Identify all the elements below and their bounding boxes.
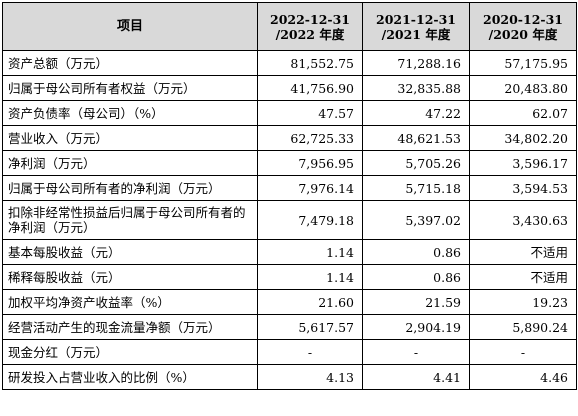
row-label: 归属于母公司所有者权益（万元） <box>2 75 258 101</box>
cell-2021: 32,835.88 <box>362 75 470 101</box>
row-label: 经营活动产生的现金流量净额（万元） <box>2 314 258 340</box>
row-label: 基本每股收益（元） <box>2 239 258 265</box>
table-row: 资产总额（万元） 81,552.75 71,288.16 57,175.95 <box>2 50 577 76</box>
table-row: 净利润（万元） 7,956.95 5,705.26 3,596.17 <box>2 150 577 176</box>
table-header-row: 项目 2022-12-31 /2022 年度 2021-12-31 /2021 … <box>2 2 577 51</box>
cell-2022: 7,479.18 <box>257 200 363 240</box>
cell-2020: 62.07 <box>469 100 577 126</box>
cell-2020: 3,594.53 <box>469 175 577 201</box>
header-col-2022: 2022-12-31 /2022 年度 <box>257 2 363 51</box>
table-row: 加权平均净资产收益率（%） 21.60 21.59 19.23 <box>2 289 577 315</box>
cell-2022: 4.13 <box>257 364 363 390</box>
cell-2022: - <box>257 339 363 365</box>
cell-2020: 57,175.95 <box>469 50 577 76</box>
cell-2021: 5,705.26 <box>362 150 470 176</box>
cell-2022: 81,552.75 <box>257 50 363 76</box>
cell-2022: 41,756.90 <box>257 75 363 101</box>
cell-2021: 5,397.02 <box>362 200 470 240</box>
row-label: 归属于母公司所有者的净利润（万元） <box>2 175 258 201</box>
table-row: 归属于母公司所有者的净利润（万元） 7,976.14 5,715.18 3,59… <box>2 175 577 201</box>
cell-2022: 62,725.33 <box>257 125 363 151</box>
cell-2020: 不适用 <box>469 239 577 265</box>
row-label: 资产总额（万元） <box>2 50 258 76</box>
row-label: 资产负债率（母公司）（%） <box>2 100 258 126</box>
cell-2020: 3,430.63 <box>469 200 577 240</box>
cell-2020: 5,890.24 <box>469 314 577 340</box>
cell-2021: 48,621.53 <box>362 125 470 151</box>
cell-2021: 71,288.16 <box>362 50 470 76</box>
header-item: 项目 <box>2 2 258 51</box>
cell-2022: 5,617.57 <box>257 314 363 340</box>
row-label: 扣除非经常性损益后归属于母公司所有者的净利润（万元） <box>2 200 258 240</box>
row-label: 现金分红（万元） <box>2 339 258 365</box>
table-row: 稀释每股收益（元） 1.14 0.86 不适用 <box>2 264 577 290</box>
cell-2020: 3,596.17 <box>469 150 577 176</box>
header-date: 2021-12-31 <box>376 11 456 27</box>
header-year: /2021 年度 <box>381 26 451 42</box>
row-label: 研发投入占营业收入的比例（%） <box>2 364 258 390</box>
header-col-2020: 2020-12-31 /2020 年度 <box>469 2 577 51</box>
table-row: 营业收入（万元） 62,725.33 48,621.53 34,802.20 <box>2 125 577 151</box>
cell-2020: 34,802.20 <box>469 125 577 151</box>
row-label: 加权平均净资产收益率（%） <box>2 289 258 315</box>
table-row: 经营活动产生的现金流量净额（万元） 5,617.57 2,904.19 5,89… <box>2 314 577 340</box>
header-col-2021: 2021-12-31 /2021 年度 <box>362 2 470 51</box>
cell-2020: 19.23 <box>469 289 577 315</box>
cell-2020: - <box>469 339 577 365</box>
table-row: 基本每股收益（元） 1.14 0.86 不适用 <box>2 239 577 265</box>
table-row: 研发投入占营业收入的比例（%） 4.13 4.41 4.46 <box>2 364 577 390</box>
header-year: /2020 年度 <box>488 26 558 42</box>
header-date: 2022-12-31 <box>270 11 350 27</box>
financial-data-table: 项目 2022-12-31 /2022 年度 2021-12-31 /2021 … <box>2 2 577 390</box>
cell-2020: 不适用 <box>469 264 577 290</box>
table-row: 归属于母公司所有者权益（万元） 41,756.90 32,835.88 20,4… <box>2 75 577 101</box>
cell-2022: 1.14 <box>257 264 363 290</box>
row-label: 营业收入（万元） <box>2 125 258 151</box>
cell-2021: 4.41 <box>362 364 470 390</box>
cell-2022: 47.57 <box>257 100 363 126</box>
cell-2022: 7,956.95 <box>257 150 363 176</box>
cell-2022: 7,976.14 <box>257 175 363 201</box>
cell-2021: 0.86 <box>362 239 470 265</box>
header-date: 2020-12-31 <box>483 11 563 27</box>
cell-2022: 21.60 <box>257 289 363 315</box>
cell-2020: 20,483.80 <box>469 75 577 101</box>
row-label: 稀释每股收益（元） <box>2 264 258 290</box>
header-year: /2022 年度 <box>275 26 345 42</box>
cell-2022: 1.14 <box>257 239 363 265</box>
row-label: 净利润（万元） <box>2 150 258 176</box>
table-row: 扣除非经常性损益后归属于母公司所有者的净利润（万元） 7,479.18 5,39… <box>2 200 577 240</box>
cell-2021: 2,904.19 <box>362 314 470 340</box>
table-row: 现金分红（万元） - - - <box>2 339 577 365</box>
cell-2021: - <box>362 339 470 365</box>
cell-2021: 5,715.18 <box>362 175 470 201</box>
cell-2021: 21.59 <box>362 289 470 315</box>
cell-2021: 47.22 <box>362 100 470 126</box>
cell-2021: 0.86 <box>362 264 470 290</box>
cell-2020: 4.46 <box>469 364 577 390</box>
table-row: 资产负债率（母公司）（%） 47.57 47.22 62.07 <box>2 100 577 126</box>
